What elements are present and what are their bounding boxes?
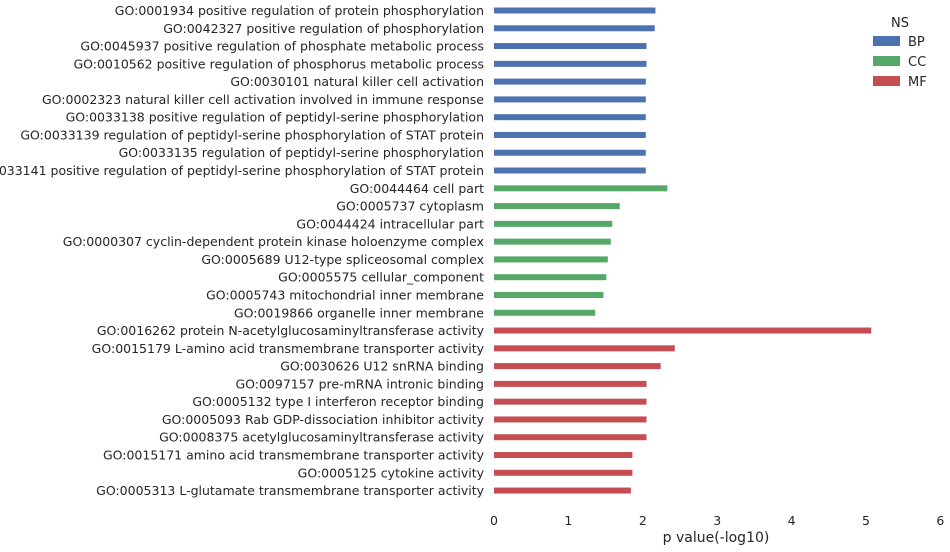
bar-bp-2: [494, 43, 647, 50]
category-label: GO:0030101 natural killer cell activatio…: [230, 74, 484, 89]
bar-cc-10: [494, 185, 668, 192]
legend-swatch-mf: [873, 76, 900, 86]
bar-bp-8: [494, 149, 646, 156]
bar-cc-17: [494, 309, 596, 316]
bar-bp-4: [494, 78, 646, 85]
bar-bp-5: [494, 96, 646, 103]
category-label: GO:0044464 cell part: [350, 181, 484, 196]
legend-swatch-cc: [873, 56, 900, 66]
category-label: GO:0002323 natural killer cell activatio…: [42, 92, 484, 107]
legend-label-bp: BP: [908, 35, 925, 50]
x-tick-label: 6: [936, 513, 944, 528]
category-label: GO:0005743 mitochondrial inner membrane: [206, 287, 484, 302]
category-label: GO:0019866 organelle inner membrane: [234, 305, 484, 320]
category-label: GO:0097157 pre-mRNA intronic binding: [235, 376, 484, 391]
category-label: GO:0042327 positive regulation of phosph…: [163, 21, 484, 36]
bar-mf-27: [494, 487, 631, 494]
bar-mf-21: [494, 380, 647, 387]
category-labels: GO:0001934 positive regulation of protei…: [0, 3, 485, 498]
category-label: GO:0033135 regulation of peptidyl-serine…: [119, 145, 484, 160]
bar-cc-11: [494, 203, 620, 210]
bar-mf-24: [494, 434, 647, 441]
bars-group: [494, 7, 872, 494]
category-label: GO:0033139 regulation of peptidyl-serine…: [20, 127, 484, 142]
category-label: GO:0045937 positive regulation of phosph…: [80, 39, 484, 54]
x-tick-label: 1: [564, 513, 572, 528]
category-label: GO:0015171 amino acid transmembrane tran…: [103, 448, 485, 463]
category-label: GO:0008375 acetylglucosaminyltransferase…: [159, 430, 484, 445]
category-label: GO:0033141 positive regulation of peptid…: [0, 163, 484, 178]
x-tick-label: 2: [639, 513, 647, 528]
legend-entries: BP CC MF: [873, 35, 927, 90]
bar-mf-26: [494, 469, 633, 476]
category-label: GO:0000307 cyclin-dependent protein kina…: [63, 234, 484, 249]
legend-title: NS: [891, 16, 909, 31]
legend-label-mf: MF: [908, 75, 927, 90]
legend-swatch-bp: [873, 36, 900, 46]
category-label: GO:0005689 U12-type spliceosomal complex: [201, 252, 484, 267]
category-label: GO:0030626 U12 snRNA binding: [280, 359, 484, 374]
category-label: GO:0005125 cytokine activity: [298, 465, 485, 480]
category-label: GO:0016262 protein N-acetylglucosaminylt…: [97, 323, 485, 338]
bar-mf-19: [494, 345, 675, 352]
x-tick-label: 4: [788, 513, 796, 528]
bar-bp-7: [494, 131, 646, 138]
bar-cc-14: [494, 256, 608, 263]
bar-mf-18: [494, 327, 872, 334]
legend-label-cc: CC: [908, 55, 926, 70]
bar-cc-15: [494, 274, 607, 281]
category-label: GO:0001934 positive regulation of protei…: [115, 3, 484, 18]
x-tick-label: 5: [862, 513, 870, 528]
category-label: GO:0010562 positive regulation of phosph…: [73, 56, 484, 71]
legend: NS BP CC MF: [873, 16, 927, 90]
category-label: GO:0005575 cellular_component: [278, 270, 484, 285]
x-tick-label: 0: [490, 513, 498, 528]
x-tick-labels: 0 1 2 3 4 5 6: [490, 513, 944, 528]
x-tick-label: 3: [713, 513, 721, 528]
category-label: GO:0005132 type I interferon receptor bi…: [192, 394, 484, 409]
bar-bp-3: [494, 60, 647, 67]
bar-bp-6: [494, 114, 646, 121]
category-label: GO:0005093 Rab GDP-dissociation inhibito…: [162, 412, 485, 427]
bar-bp-9: [494, 167, 646, 174]
bar-mf-23: [494, 416, 647, 423]
bar-cc-13: [494, 238, 611, 245]
bar-mf-25: [494, 452, 633, 458]
category-label: GO:0005313 L-glutamate transmembrane tra…: [96, 483, 484, 498]
category-label: GO:0033138 positive regulation of peptid…: [66, 110, 484, 125]
bar-bp-0: [494, 7, 656, 14]
bar-cc-16: [494, 291, 604, 298]
bar-bp-1: [494, 25, 655, 32]
category-label: GO:0005737 cytoplasm: [336, 199, 484, 214]
category-label: GO:0015179 L-amino acid transmembrane tr…: [92, 341, 485, 356]
bar-cc-12: [494, 220, 613, 227]
bar-mf-20: [494, 363, 661, 370]
bar-mf-22: [494, 398, 647, 405]
x-axis-label: p value(-log10): [663, 530, 770, 546]
category-label: GO:0044424 intracellular part: [296, 216, 484, 231]
